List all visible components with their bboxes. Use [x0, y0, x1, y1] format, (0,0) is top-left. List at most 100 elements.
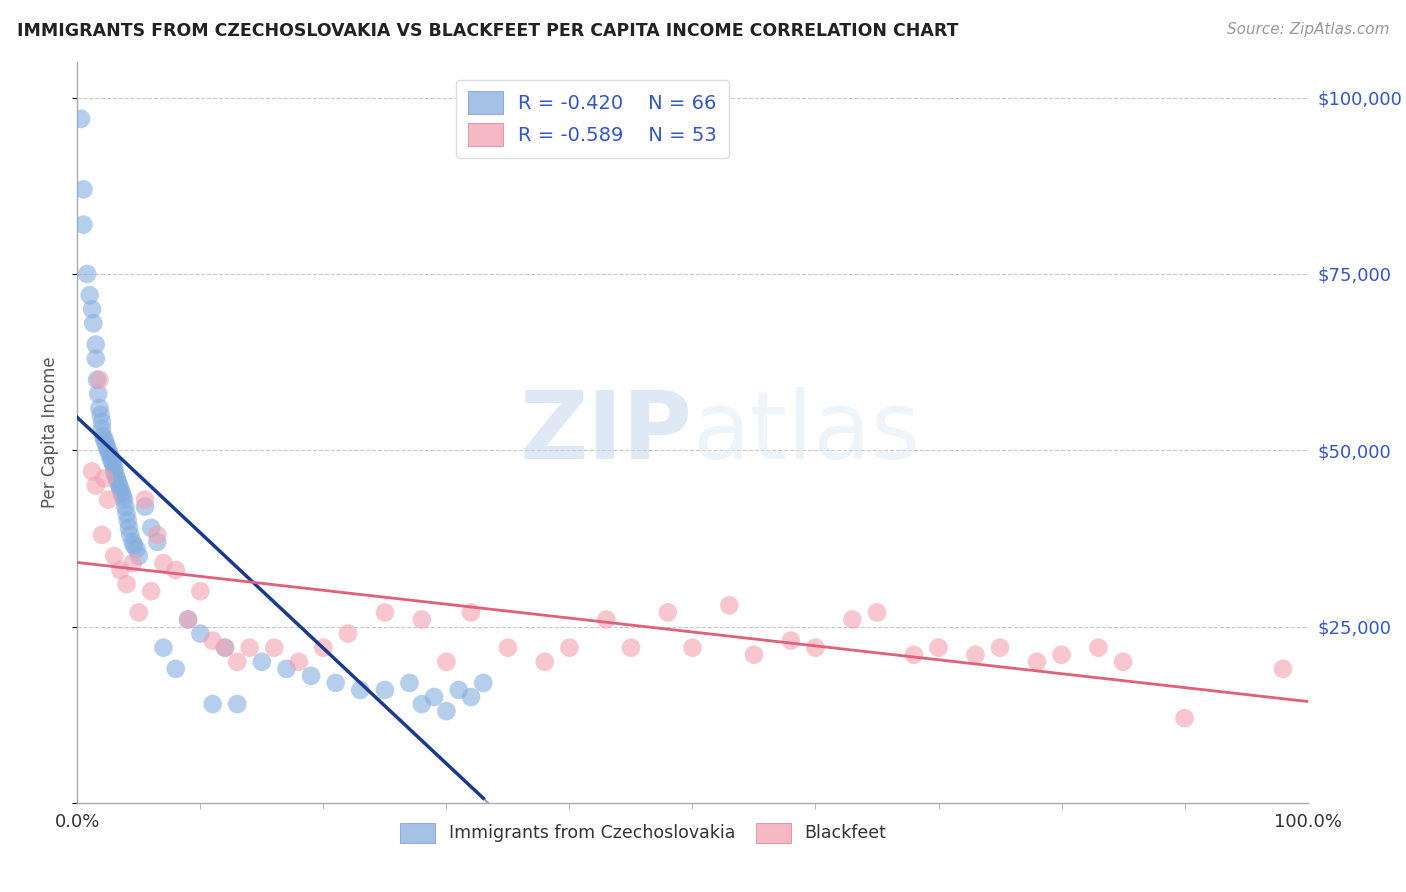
Point — [460, 606, 482, 620]
Point — [82, 316, 104, 330]
Y-axis label: Per Capita Income: Per Capita Income — [41, 357, 59, 508]
Point — [120, 528, 142, 542]
Legend: Immigrants from Czechoslovakia, Blackfeet: Immigrants from Czechoslovakia, Blackfee… — [394, 815, 893, 850]
Point — [111, 489, 134, 503]
Point — [657, 606, 679, 620]
Point — [423, 690, 446, 704]
Point — [111, 485, 132, 500]
Point — [1174, 711, 1197, 725]
Point — [1087, 640, 1109, 655]
Point — [97, 443, 120, 458]
Point — [112, 492, 135, 507]
Point — [90, 422, 114, 436]
Point — [214, 640, 236, 655]
Point — [965, 648, 987, 662]
Point — [90, 415, 114, 429]
Point — [90, 408, 112, 422]
Point — [93, 471, 115, 485]
Point — [128, 606, 150, 620]
Point — [134, 492, 156, 507]
Point — [165, 563, 187, 577]
Point — [76, 267, 98, 281]
Point — [98, 447, 121, 461]
Point — [374, 683, 396, 698]
Point — [436, 704, 458, 718]
Point — [107, 475, 129, 489]
Point — [1272, 662, 1295, 676]
Point — [101, 458, 124, 472]
Point — [84, 478, 107, 492]
Point — [928, 640, 950, 655]
Point — [337, 626, 360, 640]
Point — [115, 507, 138, 521]
Point — [110, 563, 132, 577]
Point — [1112, 655, 1135, 669]
Point — [93, 433, 115, 447]
Point — [108, 478, 131, 492]
Text: IMMIGRANTS FROM CZECHOSLOVAKIA VS BLACKFEET PER CAPITA INCOME CORRELATION CHART: IMMIGRANTS FROM CZECHOSLOVAKIA VS BLACKF… — [17, 22, 959, 40]
Point — [472, 676, 495, 690]
Point — [312, 640, 335, 655]
Point — [121, 556, 143, 570]
Point — [100, 450, 122, 465]
Point — [82, 302, 104, 317]
Point — [96, 440, 118, 454]
Point — [110, 482, 132, 496]
Point — [201, 697, 224, 711]
Point — [411, 612, 433, 626]
Point — [152, 556, 174, 570]
Text: ZIP: ZIP — [520, 386, 693, 479]
Point — [447, 683, 470, 698]
Point — [841, 612, 863, 626]
Point — [79, 288, 101, 302]
Point — [134, 500, 156, 514]
Point — [146, 535, 169, 549]
Point — [118, 521, 141, 535]
Point — [122, 538, 145, 552]
Point — [558, 640, 581, 655]
Point — [276, 662, 298, 676]
Point — [188, 626, 212, 640]
Point — [114, 500, 136, 514]
Point — [742, 648, 765, 662]
Point — [780, 633, 803, 648]
Point — [299, 669, 322, 683]
Point — [97, 492, 120, 507]
Point — [152, 640, 174, 655]
Point — [226, 697, 249, 711]
Point — [141, 521, 163, 535]
Point — [121, 535, 143, 549]
Text: atlas: atlas — [693, 386, 921, 479]
Point — [201, 633, 224, 648]
Point — [226, 655, 249, 669]
Point — [496, 640, 519, 655]
Point — [460, 690, 482, 704]
Point — [903, 648, 925, 662]
Point — [89, 373, 111, 387]
Point — [105, 471, 128, 485]
Point — [349, 683, 371, 698]
Point — [718, 599, 741, 613]
Point — [72, 182, 94, 196]
Point — [1026, 655, 1049, 669]
Point — [374, 606, 396, 620]
Point — [288, 655, 311, 669]
Point — [70, 112, 93, 126]
Point — [325, 676, 347, 690]
Point — [103, 464, 125, 478]
Point — [595, 612, 617, 626]
Point — [128, 549, 150, 563]
Point — [103, 549, 125, 563]
Point — [214, 640, 236, 655]
Text: Source: ZipAtlas.com: Source: ZipAtlas.com — [1226, 22, 1389, 37]
Point — [94, 436, 117, 450]
Point — [682, 640, 704, 655]
Point — [165, 662, 187, 676]
Point — [250, 655, 273, 669]
Point — [436, 655, 458, 669]
Point — [177, 612, 200, 626]
Point — [988, 640, 1011, 655]
Point — [411, 697, 433, 711]
Point — [263, 640, 285, 655]
Point — [177, 612, 200, 626]
